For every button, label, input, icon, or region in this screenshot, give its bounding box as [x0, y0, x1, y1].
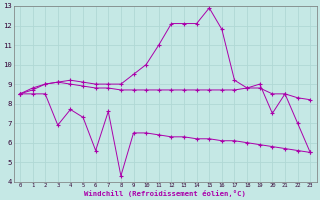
X-axis label: Windchill (Refroidissement éolien,°C): Windchill (Refroidissement éolien,°C) — [84, 190, 246, 197]
